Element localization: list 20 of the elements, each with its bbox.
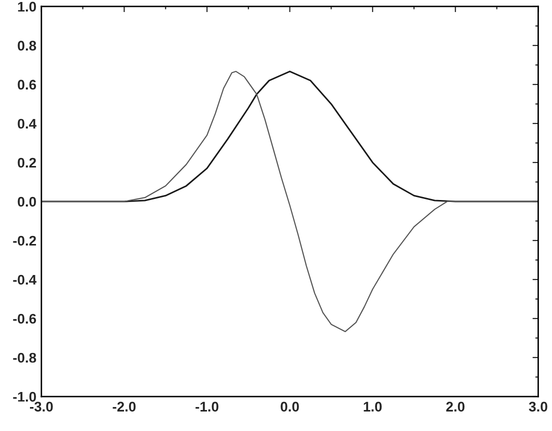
y-tick-label: -0.8	[13, 352, 36, 363]
x-tick-label: 0.0	[280, 402, 299, 412]
y-tick-label: -1.0	[13, 392, 36, 402]
y-tick-label: 0.8	[18, 40, 36, 51]
y-tick-label: 0.0	[18, 196, 36, 207]
x-tick-label: -1.0	[196, 402, 218, 412]
y-tick-label: 0.4	[18, 118, 36, 129]
y-tick-label: -0.6	[13, 314, 36, 324]
y-tick-label: -0.4	[13, 274, 36, 285]
x-tick-label: -3.0	[30, 402, 53, 412]
line-series	[41, 70, 538, 332]
y-tick-label: -0.2	[13, 236, 36, 246]
x-tick-label: 3.0	[528, 402, 548, 412]
y-tick-label: 1.0	[18, 2, 36, 12]
x-tick-label: 1.0	[364, 402, 382, 412]
x-tick-label: 2.0	[446, 402, 464, 412]
y-tick-label: 0.6	[18, 80, 36, 90]
x-tick-label: -2.0	[112, 402, 136, 412]
line-series	[41, 70, 538, 202]
y-tick-label: 0.2	[18, 158, 36, 168]
